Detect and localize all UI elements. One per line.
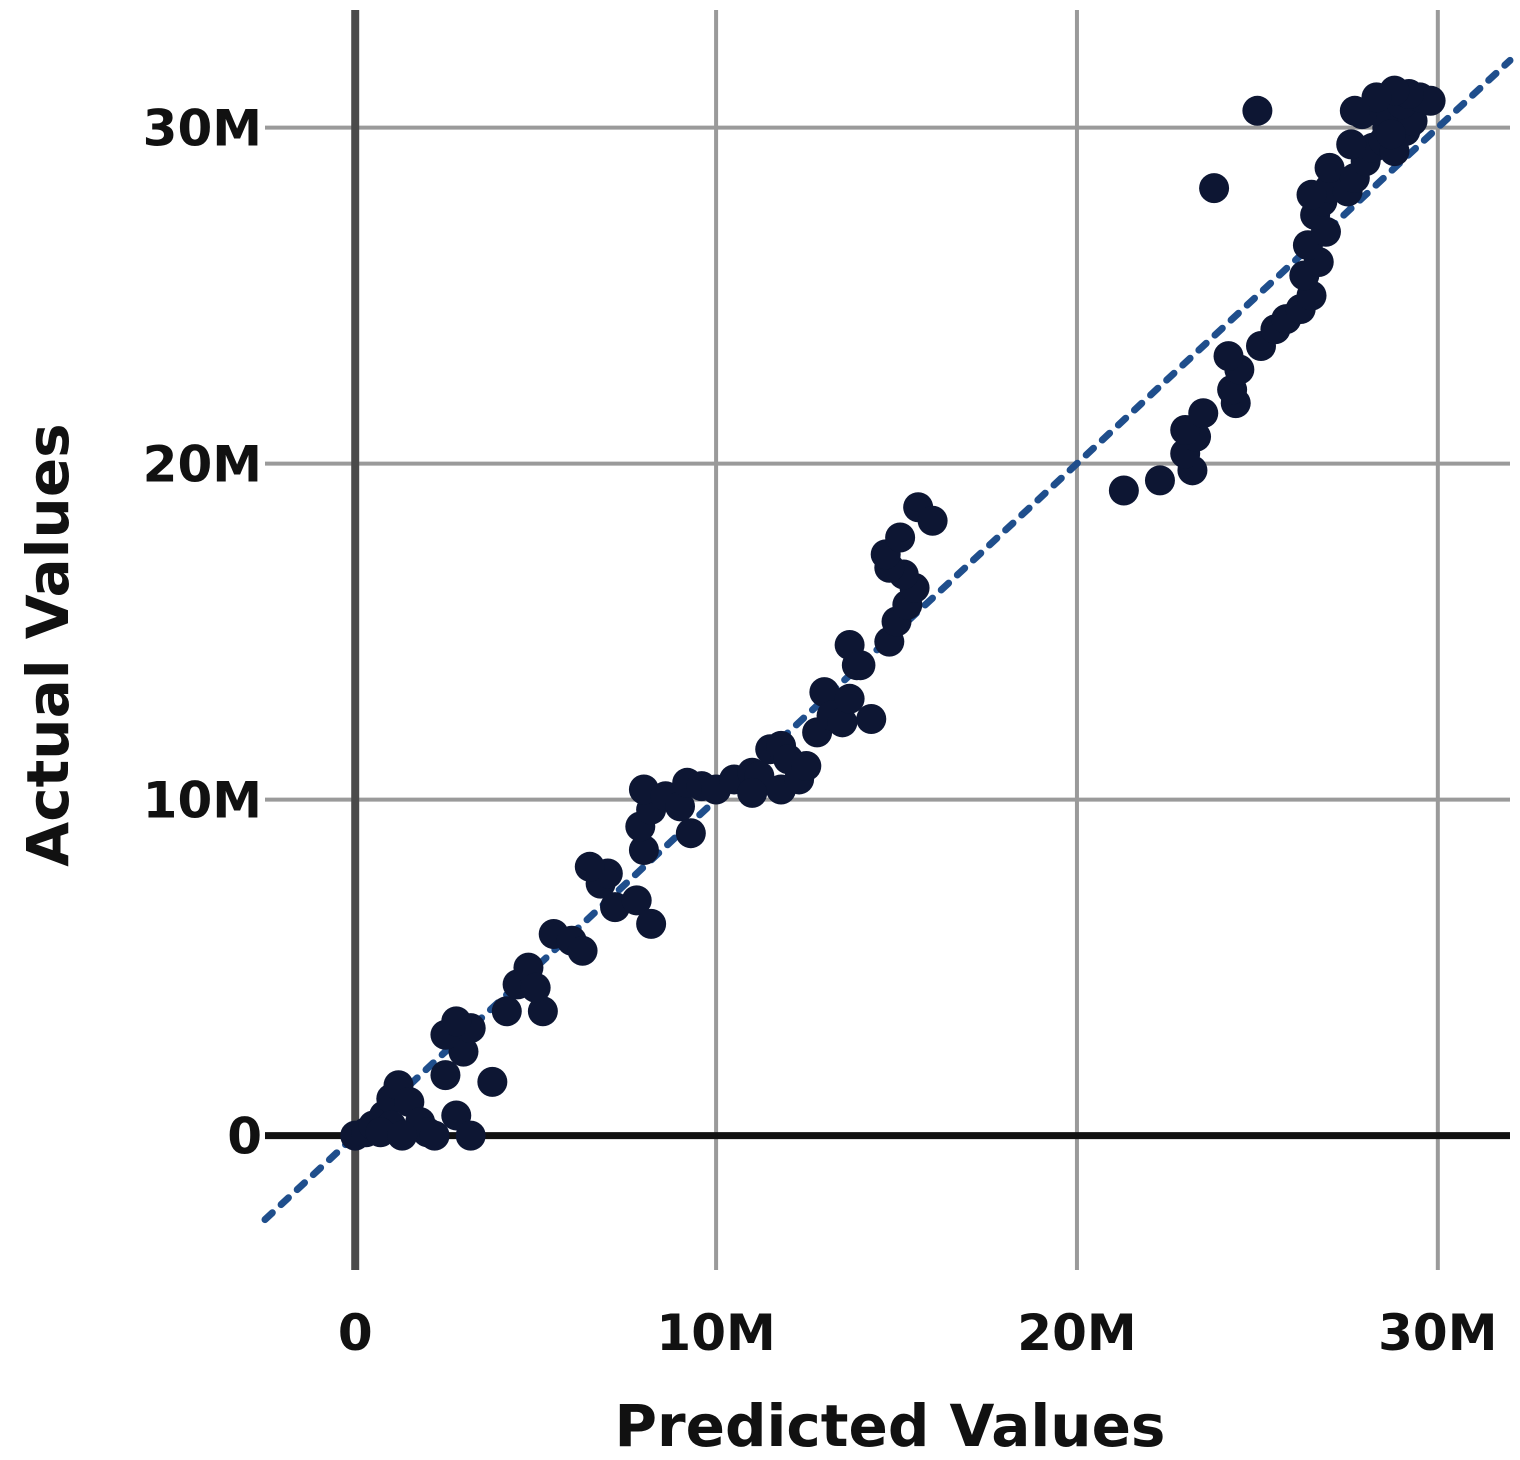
x-tick-labels: 0 10M 20M 30M xyxy=(338,1304,1498,1362)
y-tick-label: 20M xyxy=(143,436,262,494)
data-point xyxy=(737,777,768,808)
data-point xyxy=(1199,173,1230,204)
data-point xyxy=(885,522,916,553)
data-point xyxy=(845,650,876,681)
x-tick-label: 10M xyxy=(656,1304,775,1362)
data-point xyxy=(809,677,840,708)
y-tick-label: 30M xyxy=(143,100,262,158)
data-point xyxy=(628,835,659,865)
data-point xyxy=(1188,398,1219,429)
data-point xyxy=(856,703,887,734)
y-tick-label: 0 xyxy=(227,1108,262,1166)
data-point xyxy=(430,1060,461,1091)
data-point xyxy=(387,1120,418,1151)
data-point xyxy=(567,935,598,966)
data-point xyxy=(1339,95,1370,126)
data-point xyxy=(491,996,522,1027)
y-tick-label: 10M xyxy=(143,772,262,830)
data-point xyxy=(1361,82,1392,113)
data-point xyxy=(621,885,652,916)
data-point xyxy=(1242,95,1273,126)
data-point xyxy=(1213,341,1244,372)
data-point xyxy=(1375,119,1406,150)
data-point xyxy=(441,1006,472,1037)
x-tick-label: 20M xyxy=(1017,1304,1136,1362)
x-tick-label: 0 xyxy=(338,1304,373,1362)
data-point xyxy=(834,683,865,714)
x-axis-title: Predicted Values xyxy=(615,1392,1166,1460)
data-point xyxy=(1144,465,1175,496)
data-point xyxy=(527,996,558,1027)
data-point xyxy=(419,1120,450,1151)
y-tick-labels: 0 10M 20M 30M xyxy=(143,100,262,1166)
data-point xyxy=(675,818,706,849)
data-point xyxy=(1296,179,1327,210)
y-axis-title: Actual Values xyxy=(14,423,82,866)
data-point xyxy=(827,707,858,738)
data-point xyxy=(1336,129,1367,160)
data-point xyxy=(1108,475,1139,506)
data-point xyxy=(477,1066,508,1097)
data-point xyxy=(1314,152,1345,183)
grid-lines xyxy=(265,10,1510,1270)
data-point xyxy=(520,972,551,1003)
data-point xyxy=(791,751,822,781)
x-tick-label: 30M xyxy=(1378,1304,1497,1362)
data-point xyxy=(574,851,605,882)
data-point xyxy=(455,1120,486,1151)
data-points xyxy=(340,75,1446,1151)
data-point xyxy=(917,505,948,536)
data-point xyxy=(665,791,695,822)
data-point xyxy=(636,908,667,939)
